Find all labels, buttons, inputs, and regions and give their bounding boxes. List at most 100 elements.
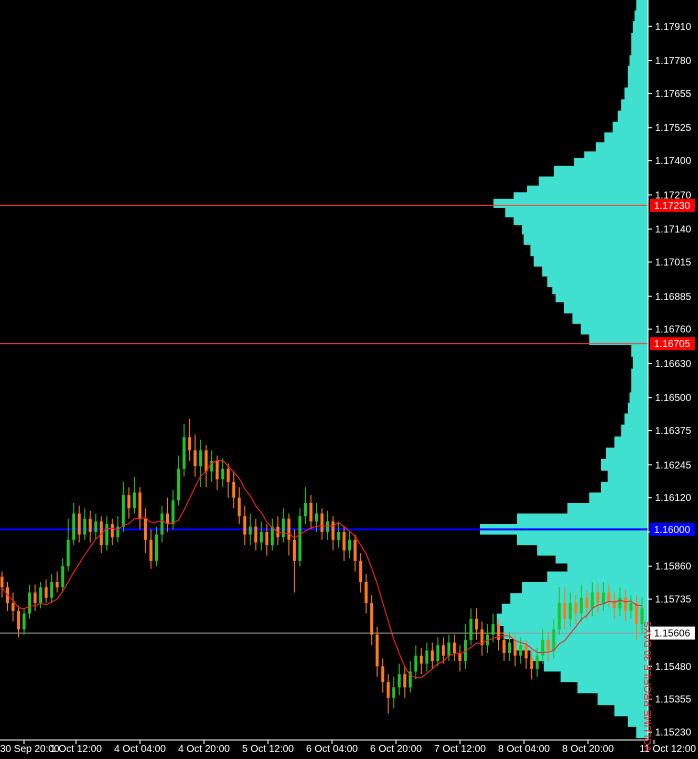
candle-body bbox=[116, 526, 120, 538]
candle-body bbox=[105, 524, 109, 546]
level-tag-0 bbox=[650, 198, 695, 212]
candle-body bbox=[132, 492, 136, 509]
candle-body bbox=[110, 524, 114, 538]
candle-body bbox=[55, 581, 59, 588]
candle-body bbox=[370, 603, 374, 635]
candle-body bbox=[403, 674, 407, 688]
candle-body bbox=[535, 655, 539, 669]
time-axis[interactable]: 30 Sep 20:001 Oct 12:00 4 Oct 04:00 4 Oct … bbox=[0, 740, 696, 755]
price-tick-label: 1.17910 bbox=[655, 22, 692, 33]
moving-average bbox=[1, 460, 643, 679]
candle-body bbox=[320, 513, 324, 532]
candle-body bbox=[226, 468, 230, 482]
level-tags: 1.17230 1.16705 1.16000 1.15606 bbox=[650, 198, 695, 640]
candle-body bbox=[530, 658, 534, 669]
candle-body bbox=[28, 592, 32, 614]
price-tick-label: 1.15860 bbox=[655, 562, 692, 573]
candle-body bbox=[210, 460, 214, 472]
candle-body bbox=[243, 516, 247, 535]
candle-body bbox=[364, 581, 368, 604]
candle-body bbox=[546, 639, 550, 651]
candle-body bbox=[182, 437, 186, 469]
price-axis[interactable]: 1.17910 1.17780 1.17655 1.17525 1.17400 1.172… bbox=[0, 0, 692, 741]
candle-body bbox=[447, 642, 451, 656]
candle-body bbox=[601, 592, 605, 604]
price-tick-label: 1.16630 bbox=[655, 359, 692, 370]
candle-body bbox=[66, 539, 70, 567]
candle-body bbox=[11, 603, 15, 611]
price-tick-label: 1.16500 bbox=[655, 393, 692, 404]
candle-body bbox=[77, 513, 81, 535]
candle-body bbox=[519, 645, 523, 656]
level-tag-label: 1.16000 bbox=[654, 525, 691, 536]
candle-body bbox=[414, 655, 418, 672]
candle-body bbox=[397, 674, 401, 688]
candle-body bbox=[386, 682, 390, 698]
candle-body bbox=[270, 526, 274, 546]
price-tick-label: 1.17270 bbox=[655, 190, 692, 201]
candle-body bbox=[0, 576, 4, 588]
candle-body bbox=[50, 581, 54, 598]
time-tick-label: 8 Oct 04:00 bbox=[498, 744, 550, 755]
time-tick-label: 11 Oct 12:00 bbox=[639, 744, 696, 755]
indicator-label: VOLUME PROFILE 30 DAYS bbox=[643, 621, 654, 752]
price-tick-label: 1.16760 bbox=[655, 325, 692, 336]
price-tick-label: 1.16375 bbox=[655, 426, 692, 437]
level-tag-2 bbox=[650, 522, 695, 536]
price-tick-label: 1.17140 bbox=[655, 225, 692, 236]
candle-body bbox=[331, 521, 335, 540]
time-tick-label: 4 Oct 04:00 bbox=[114, 744, 166, 755]
candle-body bbox=[491, 624, 495, 635]
candle-body bbox=[375, 634, 379, 667]
candle-body bbox=[204, 450, 208, 472]
candle-body bbox=[436, 645, 440, 661]
candle-body bbox=[166, 513, 170, 525]
price-tick-label: 1.15355 bbox=[655, 695, 692, 706]
candle-body bbox=[469, 618, 473, 640]
candle-body bbox=[138, 492, 142, 519]
candle-body bbox=[127, 495, 131, 509]
candle-body bbox=[237, 497, 241, 517]
candle-body bbox=[513, 642, 517, 656]
level-tag-label: 1.16705 bbox=[654, 339, 691, 350]
candle-body bbox=[392, 687, 396, 698]
candle-body bbox=[22, 613, 26, 630]
candle-body bbox=[508, 642, 512, 654]
level-tag-label: 1.17230 bbox=[654, 201, 691, 212]
candle-body bbox=[596, 592, 600, 604]
moving-average-line bbox=[1, 460, 643, 679]
candle-body bbox=[607, 592, 611, 601]
price-tick-label: 1.17015 bbox=[655, 258, 692, 269]
candle-body bbox=[94, 521, 98, 532]
time-tick-label: 6 Oct 04:00 bbox=[306, 744, 358, 755]
candle-body bbox=[342, 531, 346, 551]
candle-body bbox=[326, 521, 330, 532]
price-tick-label: 1.17780 bbox=[655, 56, 692, 67]
candle-body bbox=[154, 534, 158, 561]
candle-body bbox=[541, 639, 545, 656]
candle-body bbox=[265, 531, 269, 546]
candle-body bbox=[254, 526, 258, 543]
candle-body bbox=[452, 642, 456, 654]
candle-body bbox=[215, 460, 219, 480]
candle-body bbox=[425, 650, 429, 664]
candle-body bbox=[303, 502, 307, 517]
candle-body bbox=[629, 603, 633, 611]
candle-body bbox=[497, 624, 501, 640]
candle-body bbox=[524, 645, 528, 659]
candle-body bbox=[259, 531, 263, 543]
price-tick-label: 1.17655 bbox=[655, 89, 692, 100]
candle-body bbox=[292, 539, 296, 561]
candle-body bbox=[568, 603, 572, 619]
time-tick-label: 30 Sep 20:00 bbox=[0, 744, 60, 755]
candle-body bbox=[221, 468, 225, 480]
time-tick-label: 4 Oct 20:00 bbox=[178, 744, 230, 755]
candle-body bbox=[381, 666, 385, 683]
candle-body bbox=[248, 526, 252, 535]
price-tick-label: 1.15735 bbox=[655, 595, 692, 606]
candle-body bbox=[17, 610, 21, 630]
price-tick-label: 1.17525 bbox=[655, 123, 692, 134]
candle-body bbox=[430, 650, 434, 661]
